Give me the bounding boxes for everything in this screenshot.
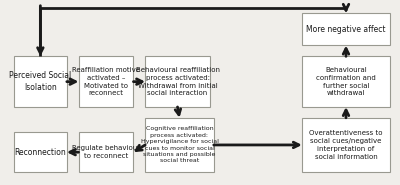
Text: More negative affect: More negative affect: [306, 25, 386, 34]
Text: Behavioural
confirmation and
further social
withdrawal: Behavioural confirmation and further soc…: [316, 67, 376, 96]
Text: Reaffiliation motive
activated –
Motivated to
reconnect: Reaffiliation motive activated – Motivat…: [72, 67, 140, 96]
FancyBboxPatch shape: [78, 56, 134, 107]
FancyBboxPatch shape: [14, 56, 67, 107]
FancyBboxPatch shape: [145, 118, 214, 172]
Text: Perceived Social
Isolation: Perceived Social Isolation: [9, 71, 72, 92]
Text: Overattentiveness to
social cues/negative
interpretation of
social information: Overattentiveness to social cues/negativ…: [309, 130, 383, 160]
FancyBboxPatch shape: [302, 56, 390, 107]
Text: Reconnection: Reconnection: [14, 148, 66, 157]
Text: Behavioural reaffiliation
process activated:
Withdrawal from initial
social inte: Behavioural reaffiliation process activa…: [136, 67, 220, 96]
Text: Cognitive reaffiliation
process activated:
Hypervigilance for social
cues to mon: Cognitive reaffiliation process activate…: [140, 126, 218, 163]
FancyBboxPatch shape: [145, 56, 210, 107]
FancyBboxPatch shape: [302, 118, 390, 172]
FancyBboxPatch shape: [78, 132, 134, 172]
FancyBboxPatch shape: [14, 132, 67, 172]
FancyBboxPatch shape: [302, 13, 390, 46]
Text: Regulate behaviour
to reconnect: Regulate behaviour to reconnect: [72, 145, 140, 159]
